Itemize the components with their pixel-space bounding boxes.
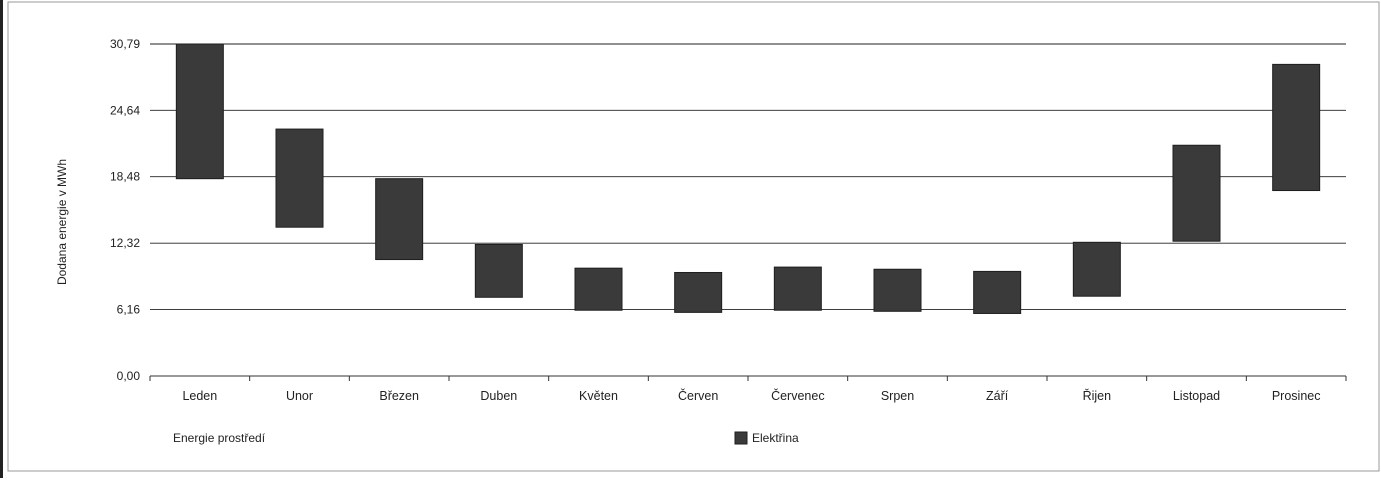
y-tick-labels: 0,00 6,16 12,32 18,48 24,64 30,79 [110,37,140,383]
y-axis-title: Dodana energie v MWh [55,159,69,285]
bar-červenec [773,266,822,311]
y-tick-label: 24,64 [110,103,140,117]
chart-border [7,1,1380,472]
x-tick-label: Srpen [881,389,914,403]
x-tick-label: Řijen [1083,388,1112,403]
y-tick-label: 18,48 [110,170,140,184]
bar-červen [674,271,723,313]
y-tick-label: 12,32 [110,236,140,250]
bar-leden [175,43,224,180]
bar-březen [375,178,424,261]
bar-prosinec [1272,63,1321,192]
bar-září [973,270,1022,314]
legend-swatch-elektrina [734,431,748,445]
x-tick-label: Prosinec [1272,389,1321,403]
bar-květen [574,267,623,311]
x-tick-label: Listopad [1173,389,1220,403]
y-tick-label: 30,79 [110,37,140,51]
x-tick-label: Leden [182,389,217,403]
legend-label-elektrina: Elektřina [752,431,799,445]
bar-listopad [1172,144,1221,242]
x-tick-labels: Leden Unor Březen Duben Květen Červen Červenec… [182,388,1320,403]
x-tick-label: Květen [579,389,618,403]
y-tick-label: 6,16 [117,303,141,317]
bar-srpen [873,268,922,312]
y-tick-label: 0,00 [117,369,141,383]
gridlines [150,43,1346,311]
x-tick-label: Červen [678,388,718,403]
left-edge-mark [0,0,3,478]
bar-unor [275,128,324,228]
x-axis-ticks [149,376,1347,381]
legend-label-energie-prostredi: Energie prostředí [173,431,266,445]
x-tick-label: Unor [286,389,313,403]
x-tick-label: Červenec [771,388,825,403]
bar-řijen [1072,241,1121,297]
bar-duben [474,243,523,298]
x-tick-label: Září [986,389,1009,403]
x-tick-label: Březen [379,389,419,403]
x-tick-label: Duben [480,389,517,403]
bars [175,43,1321,314]
